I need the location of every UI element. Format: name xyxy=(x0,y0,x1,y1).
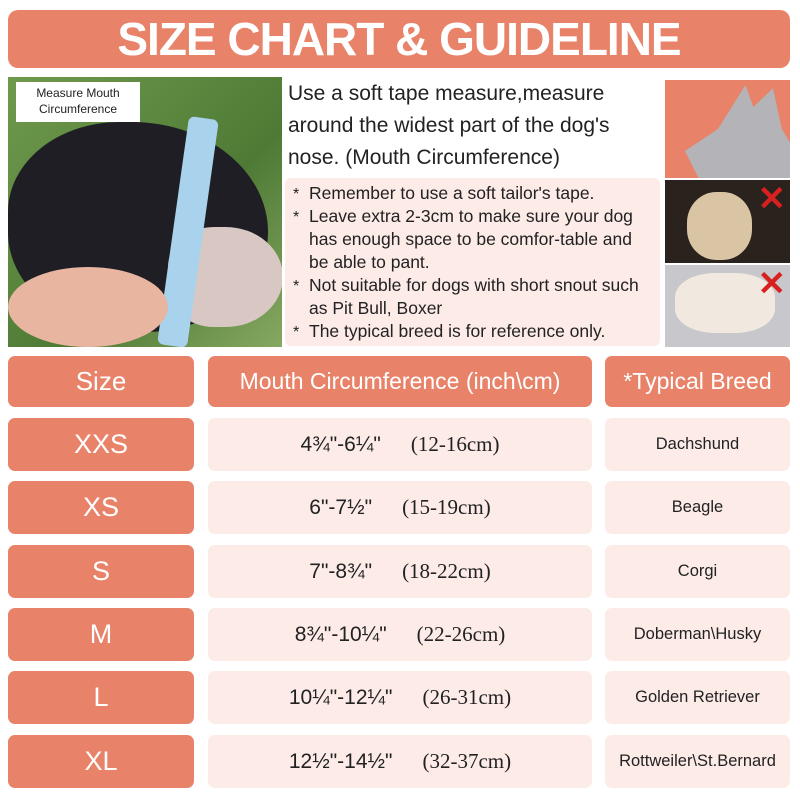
inch-range: 4¾"-6¼" xyxy=(300,432,381,456)
guideline-item: The typical breed is for reference only. xyxy=(289,320,654,344)
size-cell: M xyxy=(8,608,194,661)
cm-range: (26-31cm) xyxy=(422,685,512,709)
hand xyxy=(8,267,168,347)
breed-cell: Rottweiler\St.Bernard xyxy=(605,735,790,788)
header-mouth-circumference: Mouth Circumference (inch\cm) xyxy=(208,356,592,407)
size-cell: L xyxy=(8,671,194,724)
pug-image: ✕ xyxy=(665,180,790,263)
cm-range: (32-37cm) xyxy=(422,749,512,773)
guideline-item: Not suitable for dogs with short snout s… xyxy=(289,274,654,320)
bulldog-image: ✕ xyxy=(665,265,790,347)
breed-cell: Beagle xyxy=(605,481,790,534)
mouth-circumference-cell: 8¾"-10¼" (22-26cm) xyxy=(208,608,592,661)
guideline-list: Remember to use a soft tailor's tape. Le… xyxy=(285,178,660,346)
breed-cell: Dachshund xyxy=(605,418,790,471)
header-size: Size xyxy=(8,356,194,407)
measuring-photo: Measure Mouth Circumference xyxy=(8,77,282,347)
cm-range: (12-16cm) xyxy=(410,432,500,456)
page-title: SIZE CHART & GUIDELINE xyxy=(8,10,790,68)
red-x-icon: ✕ xyxy=(757,265,787,303)
photo-label-line1: Measure Mouth xyxy=(36,86,120,100)
dog-silhouette-image xyxy=(665,80,790,178)
cm-range: (22-26cm) xyxy=(416,622,506,646)
pug-face xyxy=(687,192,752,260)
photo-label-line2: Circumference xyxy=(38,102,118,116)
guideline-item: Leave extra 2-3cm to make sure your dog … xyxy=(289,205,654,274)
mouth-circumference-cell: 6"-7½" (15-19cm) xyxy=(208,481,592,534)
breed-cell: Doberman\Husky xyxy=(605,608,790,661)
inch-range: 6"-7½" xyxy=(309,495,373,519)
red-x-icon: ✕ xyxy=(757,180,787,218)
photo-label: Measure Mouth Circumference xyxy=(16,82,140,122)
bulldog-body xyxy=(675,273,775,333)
inch-range: 8¾"-10¼" xyxy=(294,622,387,646)
header-typical-breed: *Typical Breed xyxy=(605,356,790,407)
inch-range: 7"-8¾" xyxy=(309,559,373,583)
size-cell: XS xyxy=(8,481,194,534)
guideline-item: Remember to use a soft tailor's tape. xyxy=(289,182,654,206)
breed-cell: Golden Retriever xyxy=(605,671,790,724)
dog-silhouette-icon xyxy=(685,85,790,178)
mouth-circumference-cell: 10¼"-12¼" (26-31cm) xyxy=(208,671,592,724)
inch-range: 12½"-14½" xyxy=(288,749,393,773)
mouth-circumference-cell: 12½"-14½" (32-37cm) xyxy=(208,735,592,788)
size-cell: S xyxy=(8,545,194,598)
cm-range: (15-19cm) xyxy=(402,495,491,519)
cm-range: (18-22cm) xyxy=(402,559,491,583)
inch-range: 10¼"-12¼" xyxy=(288,685,393,709)
mouth-circumference-cell: 4¾"-6¼" (12-16cm) xyxy=(208,418,592,471)
mouth-circumference-cell: 7"-8¾" (18-22cm) xyxy=(208,545,592,598)
size-cell: XXS xyxy=(8,418,194,471)
intro-text: Use a soft tape measure,measure around t… xyxy=(288,82,610,169)
breed-cell: Corgi xyxy=(605,545,790,598)
size-cell: XL xyxy=(8,735,194,788)
